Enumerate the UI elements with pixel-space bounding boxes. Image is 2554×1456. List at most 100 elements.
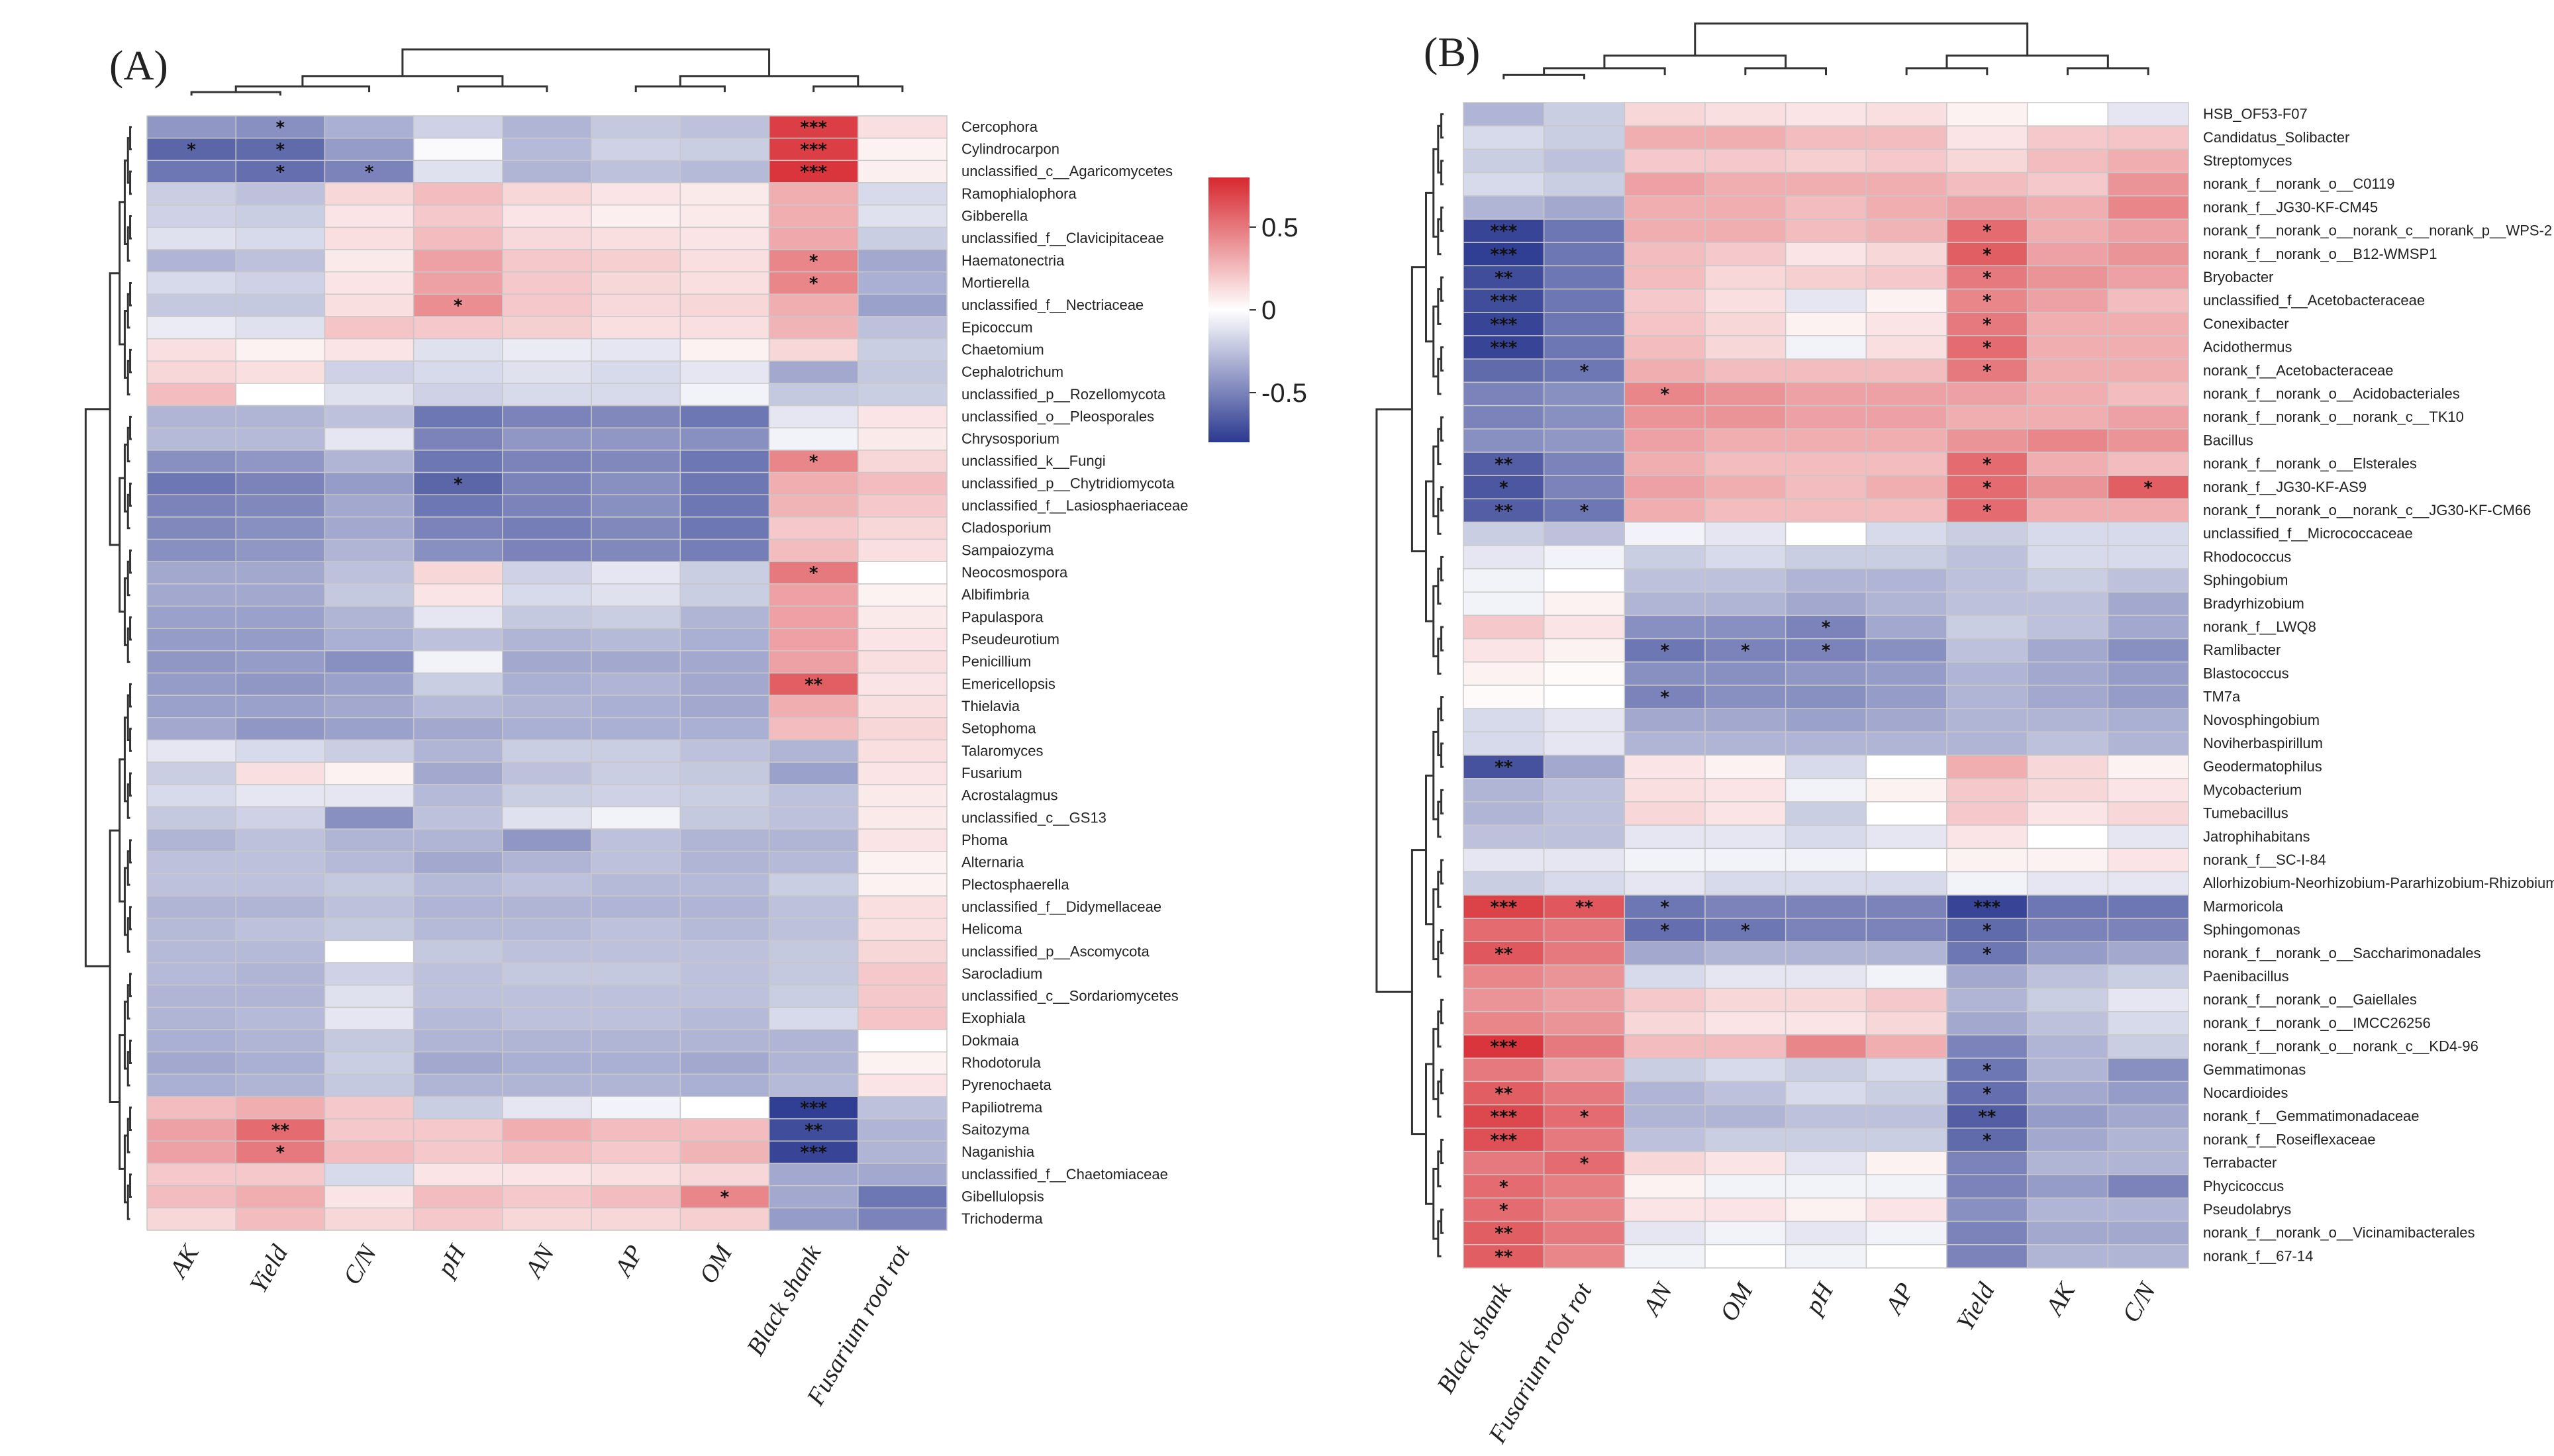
heatmap-cell	[324, 1140, 415, 1164]
significance-mark: *	[1580, 1107, 1589, 1127]
heatmap-cell	[146, 1207, 236, 1231]
heatmap-cell	[235, 806, 326, 830]
heatmap-cell	[679, 828, 770, 852]
heatmap-cell	[2107, 591, 2189, 616]
row-label-novosphingobium: Novosphingobium	[2203, 712, 2320, 728]
heatmap-cell	[768, 450, 859, 473]
heatmap-cell	[413, 1163, 503, 1187]
significance-mark: ***	[1490, 222, 1517, 242]
heatmap-cell	[679, 650, 770, 674]
heatmap-cell	[1785, 568, 1867, 593]
heatmap-cell	[679, 316, 770, 340]
heatmap-cell	[146, 1185, 236, 1209]
heatmap-cell	[768, 895, 859, 919]
heatmap-cell	[679, 895, 770, 919]
heatmap-cell	[1704, 1057, 1787, 1083]
significance-mark: *	[276, 118, 285, 138]
heatmap-cell	[235, 940, 326, 963]
heatmap-cell	[146, 784, 236, 808]
heatmap-cell	[1704, 918, 1787, 942]
heatmap-cell	[1543, 498, 1626, 523]
heatmap-cell	[1543, 1081, 1626, 1106]
row-label-terrabacter: Terrabacter	[2203, 1155, 2277, 1171]
row-label-norank-f-norank-o-elsterales: norank_f__norank_o__Elsterales	[2203, 456, 2417, 472]
heatmap-cell	[1543, 452, 1626, 476]
heatmap-cell	[768, 1096, 859, 1120]
heatmap-cell	[2026, 918, 2109, 942]
heatmap-cell	[591, 338, 681, 362]
heatmap-cell	[1624, 614, 1706, 640]
heatmap-cell	[858, 494, 948, 518]
heatmap-cell	[591, 271, 681, 295]
heatmap-cell	[1785, 661, 1867, 686]
heatmap-cell	[1704, 498, 1787, 523]
heatmap-cell	[235, 405, 326, 428]
heatmap-cell	[2107, 731, 2189, 756]
significance-mark: *	[1580, 1154, 1589, 1174]
col-label-an: AN	[519, 1239, 561, 1284]
heatmap-cell	[1624, 1197, 1706, 1222]
heatmap-cell	[679, 717, 770, 741]
heatmap-cell	[146, 1140, 236, 1164]
heatmap-cell	[1785, 754, 1867, 779]
heatmap-cell	[768, 1118, 859, 1142]
heatmap-cell	[1865, 125, 1947, 150]
heatmap-cell	[146, 1118, 236, 1142]
heatmap-cell	[502, 605, 592, 629]
heatmap-cell	[1463, 661, 1545, 686]
significance-mark: *	[720, 1188, 730, 1208]
heatmap-cell	[858, 538, 948, 562]
heatmap-cell	[1543, 1220, 1626, 1245]
heatmap-cell	[679, 583, 770, 607]
heatmap-cell	[1946, 1220, 2028, 1245]
heatmap-cell	[1463, 102, 1545, 126]
heatmap-cell	[235, 204, 326, 228]
heatmap-cell	[235, 293, 326, 317]
heatmap-cell	[591, 650, 681, 674]
heatmap-cell	[1785, 381, 1867, 407]
heatmap-cell	[2026, 242, 2109, 267]
heatmap-cell	[2026, 475, 2109, 500]
significance-mark: *	[1822, 641, 1831, 661]
heatmap-cell	[324, 137, 415, 162]
heatmap-cell	[1624, 1220, 1706, 1245]
heatmap-cell	[1865, 964, 1947, 989]
heatmap-cell	[679, 137, 770, 162]
row-label-mycobacterium: Mycobacterium	[2203, 781, 2302, 798]
heatmap-cell	[2026, 405, 2109, 430]
heatmap-panel-a: * *** Cercophora* * *** Cylindrocarpon* * *** un…	[84, 48, 1188, 1411]
heatmap-cell	[235, 360, 326, 384]
heatmap-cell	[679, 1006, 770, 1030]
heatmap-cell	[413, 137, 503, 162]
heatmap-cell	[591, 739, 681, 763]
heatmap-cell	[1785, 335, 1867, 360]
heatmap-cell	[2107, 102, 2189, 126]
heatmap-cell	[1865, 731, 1947, 756]
heatmap-cell	[1463, 848, 1545, 873]
heatmap-cell	[413, 1073, 503, 1097]
heatmap-cell	[2026, 895, 2109, 919]
heatmap-cell	[1624, 987, 1706, 1012]
row-label-pseudolabrys: Pseudolabrys	[2203, 1201, 2291, 1218]
heatmap-cell	[324, 583, 415, 607]
heatmap-cell	[146, 650, 236, 674]
heatmap-cell	[146, 160, 236, 183]
heatmap-cell	[2026, 1151, 2109, 1175]
heatmap-cell	[1543, 987, 1626, 1012]
row-label-norank-f-norank-o-c0119: norank_f__norank_o__C0119	[2203, 175, 2395, 192]
heatmap-cell	[768, 204, 859, 228]
heatmap-cell	[2026, 1174, 2109, 1199]
heatmap-cell	[235, 1207, 326, 1231]
heatmap-cell	[591, 316, 681, 340]
heatmap-cell	[413, 918, 503, 942]
heatmap-cell	[679, 628, 770, 652]
heatmap-cell	[324, 271, 415, 295]
significance-mark: *	[1741, 921, 1750, 941]
heatmap-cell	[502, 160, 592, 183]
heatmap-cell	[502, 471, 592, 495]
heatmap-cell	[324, 650, 415, 674]
heatmap-cell	[2026, 171, 2109, 197]
heatmap-cell	[768, 1006, 859, 1030]
heatmap-cell	[1543, 242, 1626, 267]
heatmap-cell	[591, 226, 681, 250]
